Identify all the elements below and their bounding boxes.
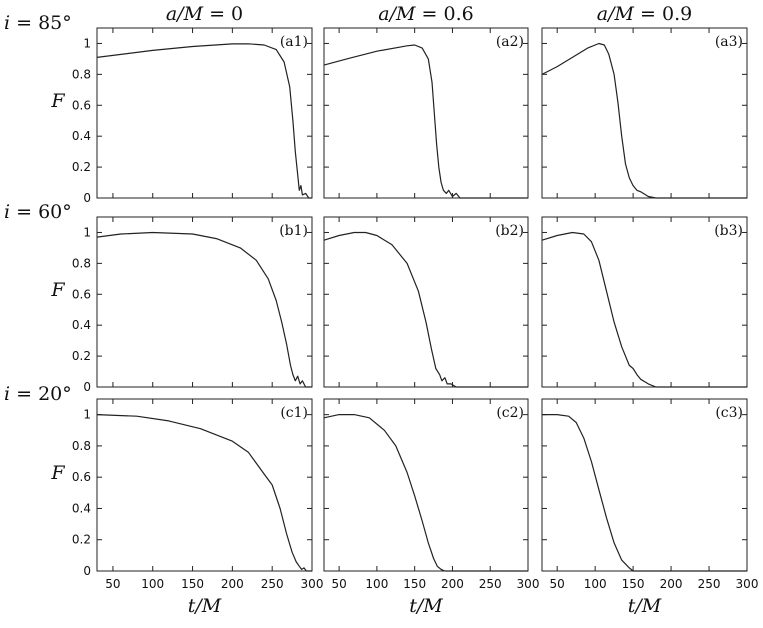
- x-tick-label: 150: [403, 577, 426, 591]
- x-tick-label: 300: [301, 577, 324, 591]
- panel-c1: 50 100 150 200 250 300 0 0.2 0.4 0.6 0.8 1 (c1) F: [50, 398, 324, 591]
- panel-a3: (a3): [541, 27, 748, 199]
- panel-label: (a1): [280, 34, 308, 50]
- panel-a2: (a2): [323, 27, 529, 199]
- y-tick-label: 0.8: [72, 67, 91, 81]
- y-tick-label: 0.2: [72, 349, 91, 363]
- series-line: [96, 43, 312, 199]
- panel-label: (c3): [715, 405, 743, 421]
- panel-grid: a/M = 0 a/M = 0.6 a/M = 0.9 i = 85° i = 60° i…: [4, 3, 758, 617]
- series-line: [96, 414, 312, 572]
- x-tick-label: 250: [698, 577, 721, 591]
- panel-label: (b1): [279, 223, 308, 239]
- panel-b1: 0 0.2 0.4 0.6 0.8 1 (b1) F: [50, 216, 313, 394]
- panel-a1: 0 0.2 0.4 0.6 0.8 1 (a1) F: [50, 27, 313, 205]
- panel-label: (c1): [280, 405, 308, 421]
- panel-label: (a3): [715, 34, 743, 50]
- x-axis-label-3: t/M: [628, 595, 662, 617]
- row-title-3: i = 20°: [4, 383, 72, 405]
- y-tick-label: 1: [83, 408, 91, 422]
- column-title-2: a/M = 0.6: [378, 3, 473, 25]
- y-tick-label: 0.2: [72, 533, 91, 547]
- plot-frame: [96, 398, 313, 572]
- panel-c3: 50 100 150 200 250 300 (c3): [541, 398, 759, 591]
- x-tick-label: 250: [261, 577, 284, 591]
- x-tick-label: 150: [181, 577, 204, 591]
- row-title-1: i = 85°: [4, 12, 72, 34]
- y-tick-label: 0: [83, 380, 91, 394]
- y-tick-label: 0.8: [72, 256, 91, 270]
- y-tick-label: 0.8: [72, 439, 91, 453]
- plot-frame: [96, 216, 313, 388]
- x-tick-label: 200: [441, 577, 464, 591]
- x-tick-label: 300: [736, 577, 759, 591]
- y-tick-label: 0: [83, 191, 91, 205]
- x-tick-label: 200: [660, 577, 683, 591]
- y-tick-label: 0: [83, 564, 91, 578]
- x-tick-label: 50: [550, 577, 565, 591]
- series-line: [323, 231, 528, 388]
- y-tick-label: 0.4: [72, 318, 91, 332]
- y-tick-label: 0.2: [72, 160, 91, 174]
- y-tick-label: 1: [83, 36, 91, 50]
- x-tick-label: 200: [221, 577, 244, 591]
- series-line: [323, 44, 528, 199]
- series-line: [541, 231, 747, 388]
- y-axis-label: F: [50, 279, 65, 301]
- panel-label: (c2): [496, 405, 524, 421]
- plot-frame: [323, 398, 529, 572]
- panel-c2: 50 100 150 200 250 300 (c2): [323, 398, 540, 591]
- x-tick-label: 50: [331, 577, 346, 591]
- x-tick-label: 150: [622, 577, 645, 591]
- x-axis-label-1: t/M: [188, 595, 222, 617]
- plot-frame: [323, 27, 529, 199]
- column-title-1: a/M = 0: [166, 3, 243, 25]
- column-title-3: a/M = 0.9: [597, 3, 692, 25]
- y-tick-label: 0.6: [72, 287, 91, 301]
- x-tick-label: 250: [479, 577, 502, 591]
- plot-frame: [541, 27, 748, 199]
- panel-label: (b2): [495, 223, 524, 239]
- panel-label: (a2): [496, 34, 524, 50]
- x-tick-label: 50: [105, 577, 120, 591]
- series-line: [323, 414, 528, 572]
- y-tick-label: 0.4: [72, 501, 91, 515]
- plot-frame: [96, 27, 313, 199]
- plot-frame: [541, 398, 748, 572]
- y-tick-label: 0.4: [72, 129, 91, 143]
- panel-b3: (b3): [541, 216, 748, 388]
- series-line: [542, 414, 747, 572]
- x-tick-label: 100: [141, 577, 164, 591]
- plot-frame: [541, 216, 748, 388]
- panel-label: (b3): [714, 223, 743, 239]
- y-tick-label: 0.6: [72, 98, 91, 112]
- x-tick-label: 100: [584, 577, 607, 591]
- x-axis-label-2: t/M: [409, 595, 443, 617]
- row-title-2: i = 60°: [4, 201, 72, 223]
- x-tick-label: 100: [365, 577, 388, 591]
- series-line: [541, 42, 747, 199]
- y-axis-label: F: [50, 462, 65, 484]
- series-line: [96, 231, 312, 388]
- x-tick-label: 300: [517, 577, 540, 591]
- y-tick-label: 1: [83, 225, 91, 239]
- y-axis-label: F: [50, 90, 65, 112]
- y-tick-label: 0.6: [72, 470, 91, 484]
- panel-b2: (b2): [323, 216, 529, 388]
- plot-frame: [323, 216, 529, 388]
